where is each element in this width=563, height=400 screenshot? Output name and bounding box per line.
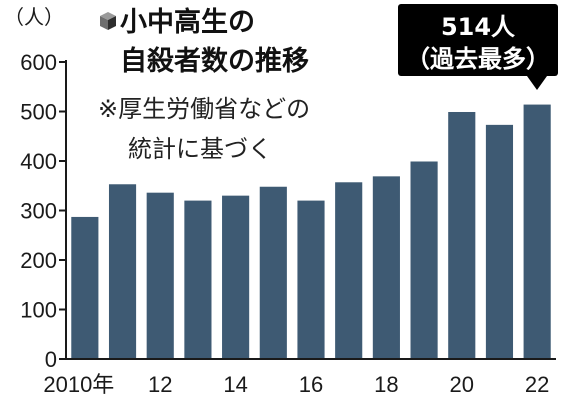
bar bbox=[448, 111, 476, 360]
source-note-line-1: ※厚生労働省などの bbox=[98, 95, 310, 123]
y-tick-label: 0 bbox=[45, 347, 57, 372]
y-tick-label: 300 bbox=[20, 199, 57, 224]
bar bbox=[259, 186, 287, 359]
x-tick-label: 18 bbox=[374, 372, 398, 397]
bar bbox=[410, 161, 438, 359]
bar bbox=[146, 192, 174, 359]
chart-title-line-1: 小中高生の bbox=[120, 6, 255, 38]
x-tick-label: 20 bbox=[450, 372, 474, 397]
callout-value: 514人 bbox=[441, 13, 515, 41]
bar bbox=[485, 124, 514, 360]
y-tick-label: 200 bbox=[20, 248, 57, 273]
chart-title: 小中高生の 自殺者数の推移 bbox=[100, 6, 309, 77]
y-tick-label: 600 bbox=[20, 50, 57, 75]
y-tick-label: 100 bbox=[20, 298, 57, 323]
bar bbox=[108, 184, 137, 359]
bar bbox=[184, 200, 212, 359]
y-tick-labels: 0 100 200 300 400 500 600 bbox=[20, 50, 66, 372]
chart-title-line-2: 自殺者数の推移 bbox=[120, 45, 309, 77]
x-tick-label: 16 bbox=[299, 372, 323, 397]
bar bbox=[297, 200, 325, 359]
x-tick-label: 22 bbox=[525, 372, 549, 397]
bar bbox=[372, 176, 400, 359]
callout-caption: （過去最多） bbox=[406, 45, 550, 73]
y-tick-label: 400 bbox=[20, 149, 57, 174]
x-tick-label: 14 bbox=[223, 372, 247, 397]
bars bbox=[71, 104, 551, 360]
callout-pointer bbox=[527, 76, 547, 90]
y-axis-unit-label: （人） bbox=[4, 5, 64, 29]
x-tick-label: 2010年 bbox=[43, 372, 114, 397]
bar bbox=[222, 195, 250, 359]
source-note: ※厚生労働省などの 統計に基づく bbox=[98, 95, 310, 163]
y-tick-label: 500 bbox=[20, 100, 57, 125]
bar bbox=[523, 104, 551, 359]
cube-icon bbox=[100, 12, 116, 30]
x-tick-labels: 2010年 12 14 16 18 20 22 bbox=[43, 372, 549, 397]
bar bbox=[335, 182, 363, 359]
x-tick-label: 12 bbox=[148, 372, 172, 397]
bar bbox=[71, 216, 99, 359]
source-note-line-2: 統計に基づく bbox=[128, 135, 272, 163]
callout-box bbox=[398, 4, 558, 76]
record-callout: 514人 （過去最多） bbox=[398, 4, 558, 90]
